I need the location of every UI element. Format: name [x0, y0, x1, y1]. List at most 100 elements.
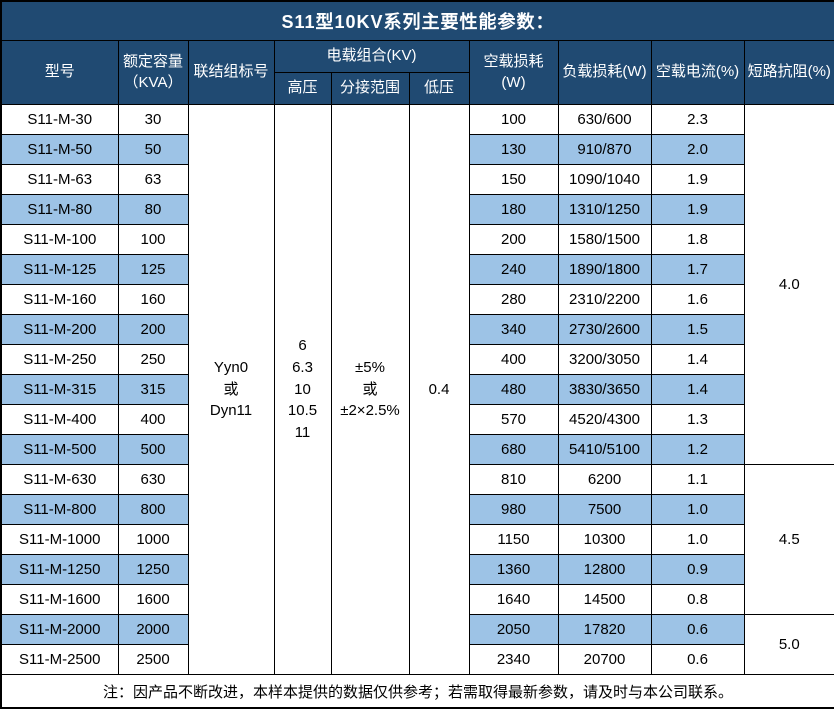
- no-load-current-cell: 1.8: [650, 224, 745, 255]
- title-row: S11型10KV系列主要性能参数：: [0, 0, 834, 41]
- model-cell: S11-M-160: [0, 284, 119, 315]
- no-load-current-cell: 0.6: [650, 614, 745, 645]
- tap-range-cell: ±5% 或 ±2×2.5%: [330, 104, 410, 675]
- spec-row: S11-M-400 400 570 4520/4300 1.3: [0, 404, 834, 435]
- no-load-current-cell: 0.9: [650, 554, 745, 585]
- model-cell: S11-M-50: [0, 134, 119, 165]
- model-cell: S11-M-800: [0, 494, 119, 525]
- capacity-cell: 125: [117, 254, 189, 285]
- no-load-loss-cell: 340: [468, 314, 559, 345]
- model-cell: S11-M-1250: [0, 554, 119, 585]
- no-load-loss-cell: 980: [468, 494, 559, 525]
- lv-value-cell: 0.4: [408, 104, 470, 675]
- capacity-cell: 1600: [117, 584, 189, 615]
- col-header-impedance: 短路抗阻(%): [743, 40, 834, 105]
- load-loss-cell: 1580/1500: [557, 224, 652, 255]
- table-title: S11型10KV系列主要性能参数：: [0, 0, 834, 41]
- no-load-loss-cell: 100: [468, 104, 559, 135]
- spec-row: S11-M-160 160 280 2310/2200 1.6: [0, 284, 834, 315]
- no-load-loss-cell: 180: [468, 194, 559, 225]
- col-header-tap-range: 分接范围: [330, 72, 410, 105]
- capacity-cell: 630: [117, 464, 189, 495]
- no-load-current-cell: 1.4: [650, 344, 745, 375]
- no-load-current-cell: 1.1: [650, 464, 745, 495]
- load-loss-cell: 20700: [557, 644, 652, 675]
- impedance-cell: 4.5: [743, 464, 834, 615]
- no-load-loss-cell: 810: [468, 464, 559, 495]
- model-cell: S11-M-315: [0, 374, 119, 405]
- capacity-cell: 200: [117, 314, 189, 345]
- spec-row: S11-M-125 125 240 1890/1800 1.7: [0, 254, 834, 285]
- model-cell: S11-M-250: [0, 344, 119, 375]
- capacity-cell: 100: [117, 224, 189, 255]
- spec-row: S11-M-1600 1600 1640 14500 0.8: [0, 584, 834, 615]
- no-load-loss-cell: 130: [468, 134, 559, 165]
- no-load-current-cell: 1.5: [650, 314, 745, 345]
- capacity-cell: 400: [117, 404, 189, 435]
- no-load-current-cell: 1.6: [650, 284, 745, 315]
- load-loss-cell: 12800: [557, 554, 652, 585]
- col-header-hv: 高压: [273, 72, 332, 105]
- load-loss-cell: 6200: [557, 464, 652, 495]
- spec-table-body: S11-M-30 30 Yyn0 或 Dyn11 6 6.3 10 10.5 11 ±5…: [0, 104, 834, 675]
- load-loss-cell: 2310/2200: [557, 284, 652, 315]
- load-loss-cell: 910/870: [557, 134, 652, 165]
- spec-row: S11-M-2000 2000 2050 17820 0.6 5.0: [0, 614, 834, 675]
- col-header-no-load-loss: 空载损耗(W): [468, 40, 559, 105]
- spec-row: S11-M-630 630 810 6200 1.1 4.5: [0, 464, 834, 615]
- load-loss-cell: 5410/5100: [557, 434, 652, 465]
- load-loss-cell: 7500: [557, 494, 652, 525]
- note-text: 注：因产品不断改进，本样本提供的数据仅供参考；若需取得最新参数，请及时与本公司联…: [0, 674, 834, 709]
- no-load-loss-cell: 2050: [468, 614, 559, 645]
- capacity-cell: 315: [117, 374, 189, 405]
- model-cell: S11-M-2500: [0, 644, 119, 675]
- col-header-no-load-current: 空载电流(%): [650, 40, 745, 105]
- load-loss-cell: 1090/1040: [557, 164, 652, 195]
- spec-row: S11-M-315 315 480 3830/3650 1.4: [0, 374, 834, 405]
- no-load-current-cell: 1.0: [650, 524, 745, 555]
- load-loss-cell: 4520/4300: [557, 404, 652, 435]
- header-row-1: 型号 额定容量 （KVA） 联结组标号 电载组合(KV) 空载损耗(W) 负载损…: [0, 40, 834, 105]
- capacity-cell: 1250: [117, 554, 189, 585]
- capacity-cell: 2500: [117, 644, 189, 675]
- no-load-loss-cell: 1150: [468, 524, 559, 555]
- model-cell: S11-M-100: [0, 224, 119, 255]
- spec-row: S11-M-1250 1250 1360 12800 0.9: [0, 554, 834, 585]
- capacity-cell: 50: [117, 134, 189, 165]
- header-row-2: 高压 分接范围 低压: [1, 72, 834, 105]
- impedance-cell: 4.0: [743, 104, 834, 465]
- no-load-loss-cell: 2340: [468, 644, 559, 675]
- table-header: S11型10KV系列主要性能参数： 型号 额定容量 （KVA） 联结组标号 电载…: [0, 0, 834, 105]
- load-loss-cell: 2730/2600: [557, 314, 652, 345]
- load-loss-cell: 10300: [557, 524, 652, 555]
- no-load-current-cell: 2.0: [650, 134, 745, 165]
- col-header-model: 型号: [0, 40, 119, 105]
- load-loss-cell: 17820: [557, 614, 652, 645]
- load-loss-cell: 1890/1800: [557, 254, 652, 285]
- no-load-loss-cell: 200: [468, 224, 559, 255]
- spec-row: S11-M-2500 2500 2340 20700 0.6: [0, 644, 834, 675]
- model-cell: S11-M-1600: [0, 584, 119, 615]
- col-header-capacity: 额定容量 （KVA）: [117, 40, 189, 105]
- no-load-current-cell: 1.2: [650, 434, 745, 465]
- no-load-current-cell: 1.4: [650, 374, 745, 405]
- no-load-loss-cell: 280: [468, 284, 559, 315]
- no-load-loss-cell: 240: [468, 254, 559, 285]
- spec-row: S11-M-50 50 130 910/870 2.0: [0, 134, 834, 165]
- note-row: 注：因产品不断改进，本样本提供的数据仅供参考；若需取得最新参数，请及时与本公司联…: [0, 674, 834, 709]
- impedance-cell: 5.0: [743, 614, 834, 675]
- spec-row: S11-M-500 500 680 5410/5100 1.2: [0, 434, 834, 465]
- no-load-loss-cell: 480: [468, 374, 559, 405]
- spec-row: S11-M-200 200 340 2730/2600 1.5: [0, 314, 834, 345]
- no-load-loss-cell: 680: [468, 434, 559, 465]
- col-header-load-loss: 负载损耗(W): [557, 40, 652, 105]
- hv-values-cell: 6 6.3 10 10.5 11: [273, 104, 332, 675]
- no-load-current-cell: 1.9: [650, 194, 745, 225]
- model-cell: S11-M-400: [0, 404, 119, 435]
- no-load-loss-cell: 400: [468, 344, 559, 375]
- load-loss-cell: 1310/1250: [557, 194, 652, 225]
- load-loss-cell: 630/600: [557, 104, 652, 135]
- col-header-lv: 低压: [408, 72, 470, 105]
- no-load-current-cell: 1.7: [650, 254, 745, 285]
